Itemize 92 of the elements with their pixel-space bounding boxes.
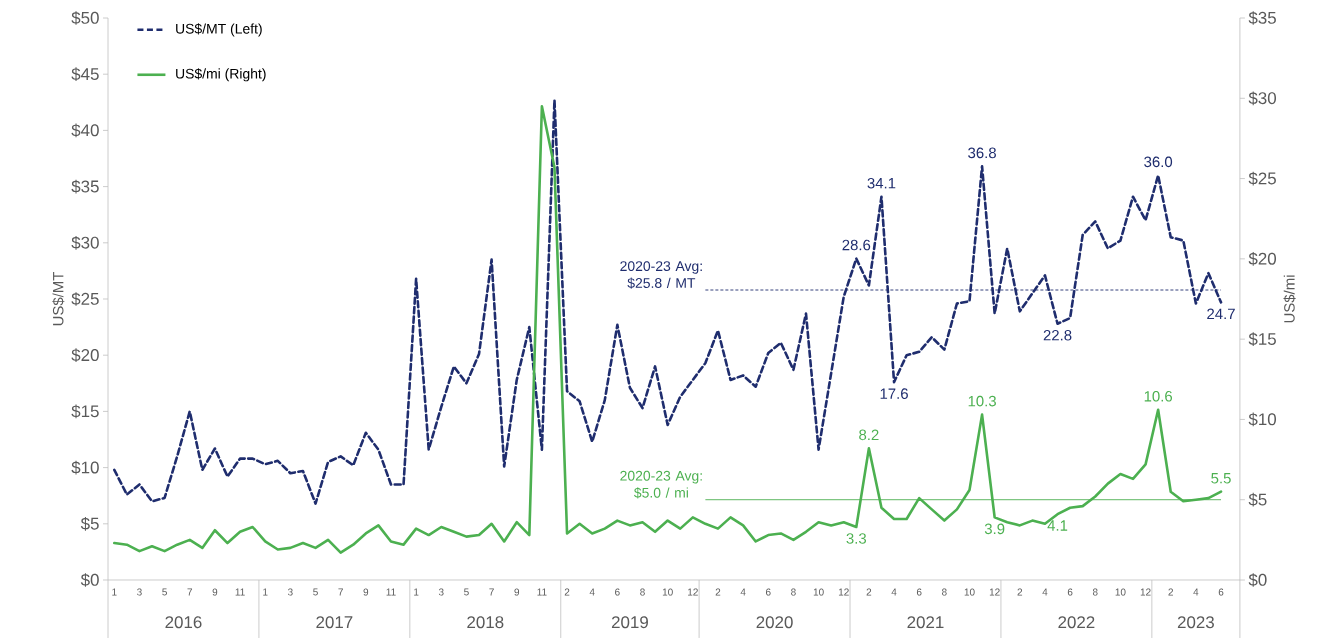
x-tick-label: 10 — [813, 588, 824, 596]
y-tick-label: $50 — [71, 11, 99, 25]
y-tick-label: $35 — [71, 179, 99, 194]
y2-tick-label: $0 — [1248, 573, 1267, 587]
x-tick-label: 3 — [137, 588, 142, 596]
x-tick-label: 3 — [287, 588, 293, 596]
text: 2020 — [756, 616, 793, 629]
x-tick-label: 11 — [537, 588, 547, 596]
x-tick-label: 12 — [688, 588, 698, 596]
data-label: 17.6 — [880, 388, 908, 399]
y-tick-label: $30 — [71, 235, 99, 250]
x-tick-label: 8 — [791, 588, 796, 596]
x-tick-label: 10 — [662, 588, 673, 596]
text: 2021 — [907, 616, 944, 629]
data-label: 4.1 — [1047, 520, 1068, 531]
data-label: 10.6 — [1144, 391, 1173, 402]
x-tick-label: 2 — [1017, 588, 1023, 596]
x-tick-label: 3 — [438, 588, 444, 596]
x-tick-label: 4 — [589, 588, 595, 596]
data-label: 5.5 — [1211, 473, 1231, 484]
x-tick-label: 2 — [866, 588, 872, 596]
x-tick-label: 4 — [891, 588, 897, 596]
x-tick-label: 6 — [766, 588, 771, 596]
x-tick-label: 4 — [1193, 588, 1199, 596]
x-tick-label: 4 — [740, 588, 746, 596]
data-label: 34.1 — [867, 177, 896, 189]
x-tick-label: 5 — [313, 588, 318, 596]
data-label: 36.0 — [1144, 156, 1173, 168]
x-tick-label: 9 — [363, 588, 369, 596]
y-tick-label: $40 — [71, 123, 99, 138]
x-tick-label: 5 — [162, 588, 167, 596]
x-tick-label: 6 — [916, 588, 922, 596]
x-tick-label: 8 — [1092, 588, 1098, 596]
x-tick-label: 6 — [1067, 588, 1073, 596]
y2-axis-title: US$/mi — [1283, 275, 1296, 323]
x-tick-label: 2 — [1168, 588, 1173, 596]
y2-tick-label: $20 — [1248, 252, 1277, 266]
text: 2023 — [1177, 616, 1214, 629]
legend-label: US$/mi (Right) — [176, 68, 266, 82]
x-tick-label: 6 — [1218, 588, 1224, 596]
x-tick-label: 1 — [112, 588, 117, 596]
y2-tick-label: $10 — [1248, 412, 1277, 427]
y-tick-label: $25 — [71, 292, 99, 306]
y-axis-title: US$/MT — [52, 271, 65, 326]
x-tick-label: 7 — [187, 588, 193, 596]
y-tick-label: $15 — [71, 404, 99, 419]
y-tick-label: $20 — [71, 348, 99, 363]
y-tick-label: $45 — [71, 67, 99, 82]
data-label: 36.8 — [968, 147, 996, 159]
x-tick-label: 12 — [838, 588, 849, 596]
y2-tick-label: $15 — [1248, 332, 1276, 346]
x-tick-label: 2 — [564, 588, 570, 596]
x-tick-label: 12 — [989, 588, 1000, 596]
data-label: 24.7 — [1207, 308, 1235, 320]
text: 2022 — [1058, 616, 1095, 629]
data-label: 3.9 — [984, 523, 1005, 535]
y2-tick-label: $25 — [1248, 171, 1276, 186]
text: 2018 — [467, 616, 504, 629]
x-tick-label: 4 — [1042, 588, 1048, 596]
data-label: 3.3 — [846, 533, 867, 544]
x-tick-label: 12 — [1140, 588, 1151, 596]
x-tick-label: 10 — [1115, 588, 1126, 596]
x-tick-label: 9 — [514, 588, 520, 596]
x-tick-label: 9 — [212, 588, 218, 596]
y2-tick-label: $35 — [1248, 11, 1276, 25]
text: 2019 — [611, 616, 648, 629]
data-label: 28.6 — [842, 239, 871, 251]
text: 2016 — [165, 616, 202, 629]
y2-tick-label: $5 — [1248, 492, 1267, 507]
x-tick-label: 5 — [464, 588, 469, 596]
x-tick-label: 8 — [942, 588, 947, 596]
x-tick-label: 10 — [964, 588, 975, 596]
ref-line-label: 2020-23 Avg: $5.0 / mi — [620, 470, 702, 499]
x-tick-label: 2 — [715, 588, 721, 596]
x-tick-label: 11 — [235, 588, 245, 596]
legend-label: US$/MT (Left) — [176, 23, 262, 37]
x-tick-label: 7 — [338, 588, 343, 596]
x-tick-label: 7 — [489, 588, 494, 596]
text: 2017 — [316, 616, 353, 629]
x-tick-label: 1 — [263, 588, 268, 596]
x-tick-label: 11 — [386, 588, 396, 596]
data-label: 10.3 — [968, 395, 996, 407]
y-tick-label: $0 — [80, 573, 99, 587]
y2-tick-label: $30 — [1248, 91, 1277, 106]
y-tick-label: $5 — [80, 516, 99, 531]
y-tick-label: $10 — [71, 460, 99, 475]
data-label: 22.8 — [1043, 329, 1072, 341]
x-tick-label: 8 — [640, 588, 645, 596]
x-tick-label: 1 — [414, 588, 419, 596]
x-tick-label: 6 — [615, 588, 620, 596]
ref-line-label: 2020-23 Avg: $25.8 / MT — [620, 261, 702, 289]
data-label: 8.2 — [859, 429, 879, 441]
